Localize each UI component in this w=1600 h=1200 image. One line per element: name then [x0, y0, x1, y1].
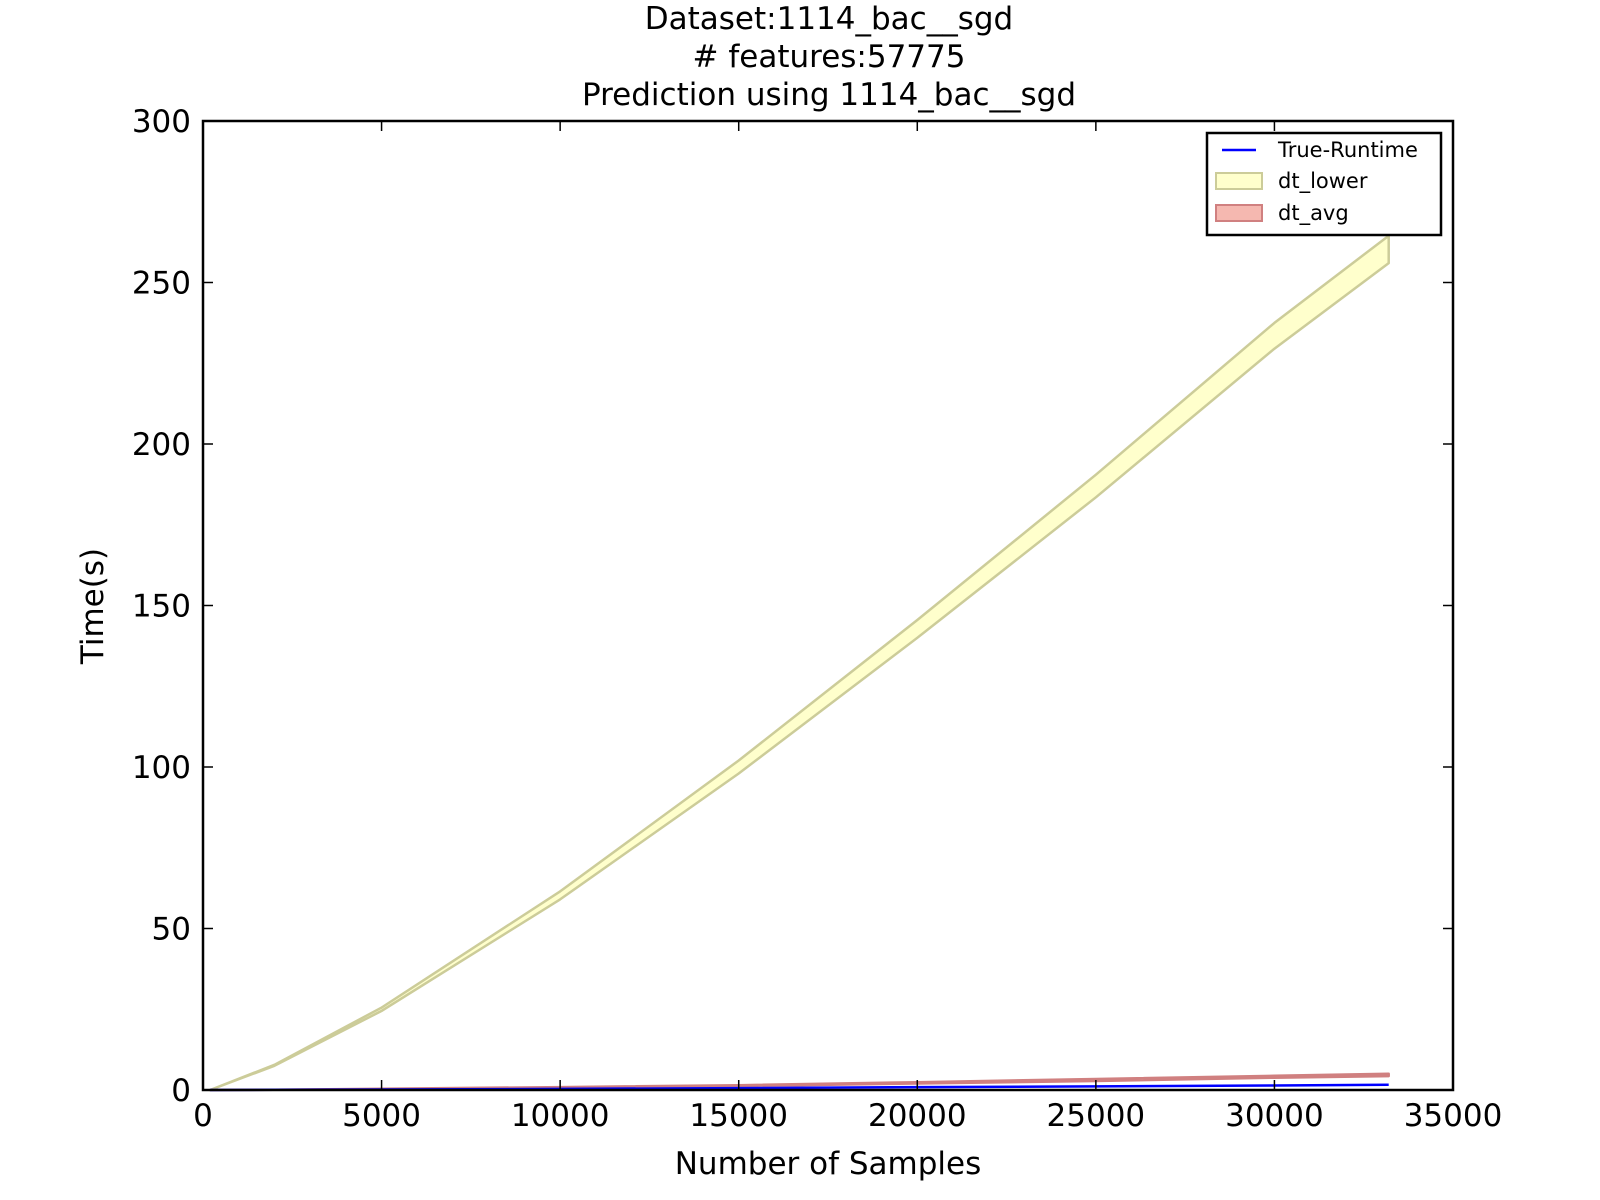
y-axis-ticks: 0 50 100 150 200 250 300 — [132, 104, 1453, 1109]
y-tick-label: 100 — [132, 750, 191, 786]
x-tick-label: 30000 — [1225, 1098, 1324, 1134]
legend-label-dt-avg: dt_avg — [1278, 201, 1349, 226]
y-tick-label: 300 — [132, 104, 191, 140]
y-axis-label: Time(s) — [75, 548, 111, 665]
y-tick-label: 150 — [132, 589, 191, 625]
x-tick-label: 15000 — [689, 1098, 788, 1134]
x-axis-ticks: 0 5000 10000 15000 20000 25000 30000 35000 — [193, 121, 1502, 1134]
plot-frame — [201, 119, 1455, 1092]
chart-title-line-2: # features:57775 — [693, 39, 966, 75]
legend-swatch-dt-avg — [1215, 204, 1263, 222]
y-tick-label: 250 — [132, 266, 191, 302]
y-tick-label: 200 — [132, 427, 191, 463]
legend: True-Runtime dt_lower dt_avg — [1205, 131, 1443, 237]
x-tick-label: 10000 — [511, 1098, 610, 1134]
legend-label-true-runtime: True-Runtime — [1277, 138, 1418, 162]
band-dt-lower — [208, 234, 1390, 1092]
legend-label-dt-lower: dt_lower — [1278, 169, 1368, 194]
x-axis-label: Number of Samples — [675, 1146, 982, 1182]
legend-swatch-dt-lower — [1215, 172, 1263, 190]
y-tick-label: 50 — [152, 912, 191, 948]
x-tick-label: 5000 — [342, 1098, 421, 1134]
x-tick-label: 35000 — [1404, 1098, 1503, 1134]
x-tick-label: 20000 — [868, 1098, 967, 1134]
x-tick-label: 0 — [193, 1098, 213, 1134]
chart-title-line-3: Prediction using 1114_bac__sgd — [582, 77, 1076, 113]
y-tick-label: 0 — [171, 1073, 191, 1109]
x-tick-label: 25000 — [1047, 1098, 1146, 1134]
chart-title-line-1: Dataset:1114_bac__sgd — [645, 1, 1013, 37]
